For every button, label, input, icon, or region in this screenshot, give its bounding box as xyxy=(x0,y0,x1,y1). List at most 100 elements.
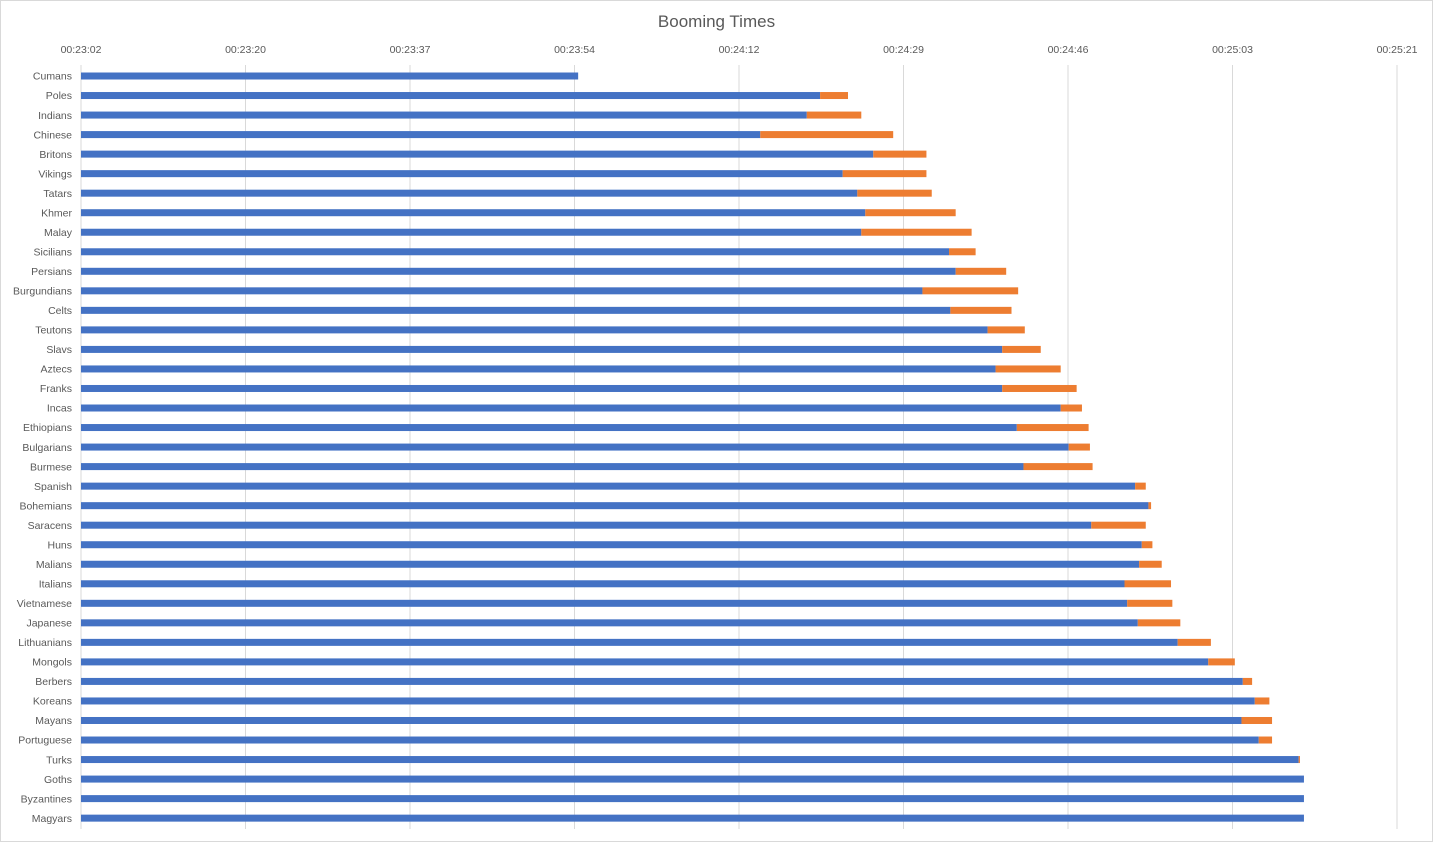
bar-segment-primary xyxy=(81,541,1142,549)
bar-segment-secondary xyxy=(1091,521,1146,529)
x-tick-label: 00:23:54 xyxy=(554,44,595,56)
bar-segment-primary xyxy=(81,482,1136,490)
bar-segment-secondary xyxy=(1298,756,1300,764)
bar-segment-primary xyxy=(81,306,951,314)
bar-segment-secondary xyxy=(1141,541,1153,549)
bar-segment-secondary xyxy=(922,287,1019,295)
category-label: Franks xyxy=(40,383,72,395)
bar-segment-secondary xyxy=(861,228,972,236)
bar-segment-primary xyxy=(81,443,1069,451)
bar-segment-primary xyxy=(81,170,843,178)
bar-segment-primary xyxy=(81,111,807,119)
bar-segment-secondary xyxy=(1002,345,1041,353)
x-tick-label: 00:24:12 xyxy=(719,44,760,56)
category-label: Vietnamese xyxy=(17,598,72,610)
bar-segment-primary xyxy=(81,814,1304,822)
category-label: Teutons xyxy=(35,325,72,337)
bar-segment-secondary xyxy=(857,189,932,197)
category-label: Celts xyxy=(48,305,72,317)
bar-segment-primary xyxy=(81,267,956,275)
bar-segment-primary xyxy=(81,189,858,197)
bar-segment-secondary xyxy=(1241,716,1273,724)
x-tick-label: 00:23:20 xyxy=(225,44,266,56)
bar-segment-primary xyxy=(81,248,950,256)
category-label: Magyars xyxy=(32,813,72,825)
category-label: Italians xyxy=(39,578,72,590)
bar-segment-primary xyxy=(81,404,1061,412)
category-label: Poles xyxy=(46,90,72,102)
category-label: Malians xyxy=(36,559,72,571)
category-label: Huns xyxy=(47,539,72,551)
category-label: Sicilians xyxy=(33,246,72,258)
bar-segment-secondary xyxy=(987,326,1025,334)
category-label: Burmese xyxy=(30,461,72,473)
bar-segment-secondary xyxy=(1002,384,1077,392)
bar-segment-primary xyxy=(81,658,1209,666)
bar-segment-primary xyxy=(81,92,821,100)
bar-segment-primary xyxy=(81,365,996,373)
category-label: Malay xyxy=(44,227,73,239)
category-label: Portuguese xyxy=(18,735,72,747)
x-axis-ticks: 00:23:02 00:23:20 00:23:37 00:23:54 00:24:12… xyxy=(61,44,1418,56)
x-tick-label: 00:23:37 xyxy=(390,44,431,56)
bar-segment-primary xyxy=(81,72,579,80)
category-label: Bohemians xyxy=(19,500,72,512)
category-label: Bulgarians xyxy=(22,442,72,454)
bar-segment-secondary xyxy=(1258,736,1273,744)
category-label: Mongols xyxy=(32,657,72,669)
bar-segment-secondary xyxy=(1242,677,1253,685)
bar-segment-primary xyxy=(81,424,1017,432)
x-tick-label: 00:25:21 xyxy=(1377,44,1418,56)
bar-segment-primary xyxy=(81,228,862,236)
bar-segment-primary xyxy=(81,384,1003,392)
bar-segment-primary xyxy=(81,209,866,217)
bars xyxy=(81,72,1304,822)
category-label: Aztecs xyxy=(40,364,72,376)
bar-segment-secondary xyxy=(1135,482,1146,490)
bar-segment-primary xyxy=(81,638,1178,646)
bar-segment-secondary xyxy=(1068,443,1090,451)
bar-segment-secondary xyxy=(760,131,894,139)
category-label: Incas xyxy=(47,403,72,415)
bar-segment-secondary xyxy=(1177,638,1211,646)
category-label: Burgundians xyxy=(13,286,72,298)
bar-segment-primary xyxy=(81,697,1255,705)
bar-segment-primary xyxy=(81,287,923,295)
category-label: Goths xyxy=(44,774,72,786)
bar-segment-primary xyxy=(81,502,1149,510)
category-label: Japanese xyxy=(26,618,72,630)
bar-segment-primary xyxy=(81,736,1259,744)
bar-segment-primary xyxy=(81,345,1003,353)
x-tick-label: 00:24:46 xyxy=(1048,44,1089,56)
bar-segment-primary xyxy=(81,775,1304,783)
chart-title: Booming Times xyxy=(657,12,776,31)
category-label: Chinese xyxy=(33,129,72,141)
category-label: Berbers xyxy=(35,676,72,688)
bar-segment-primary xyxy=(81,131,761,139)
bar-segment-primary xyxy=(81,580,1125,588)
bar-segment-secondary xyxy=(873,150,927,158)
bar-segment-secondary xyxy=(1060,404,1082,412)
category-label: Britons xyxy=(39,149,72,161)
bar-segment-primary xyxy=(81,756,1299,764)
category-label: Saracens xyxy=(28,520,72,532)
category-label: Lithuanians xyxy=(18,637,72,649)
category-label: Vikings xyxy=(38,168,72,180)
bar-segment-primary xyxy=(81,463,1024,471)
bar-segment-primary xyxy=(81,795,1304,803)
category-label: Tatars xyxy=(43,188,72,200)
bar-segment-secondary xyxy=(1124,580,1172,588)
category-label: Indians xyxy=(38,110,72,122)
bar-segment-secondary xyxy=(1023,463,1093,471)
bar-segment-secondary xyxy=(842,170,927,178)
bar-segment-secondary xyxy=(806,111,862,119)
x-tick-label: 00:24:29 xyxy=(883,44,924,56)
bar-segment-primary xyxy=(81,619,1138,627)
bar-segment-secondary xyxy=(820,92,849,100)
bar-segment-secondary xyxy=(1208,658,1235,666)
bar-segment-primary xyxy=(81,716,1242,724)
bar-segment-secondary xyxy=(865,209,956,217)
bar-segment-primary xyxy=(81,677,1243,685)
category-label: Ethiopians xyxy=(23,422,72,434)
